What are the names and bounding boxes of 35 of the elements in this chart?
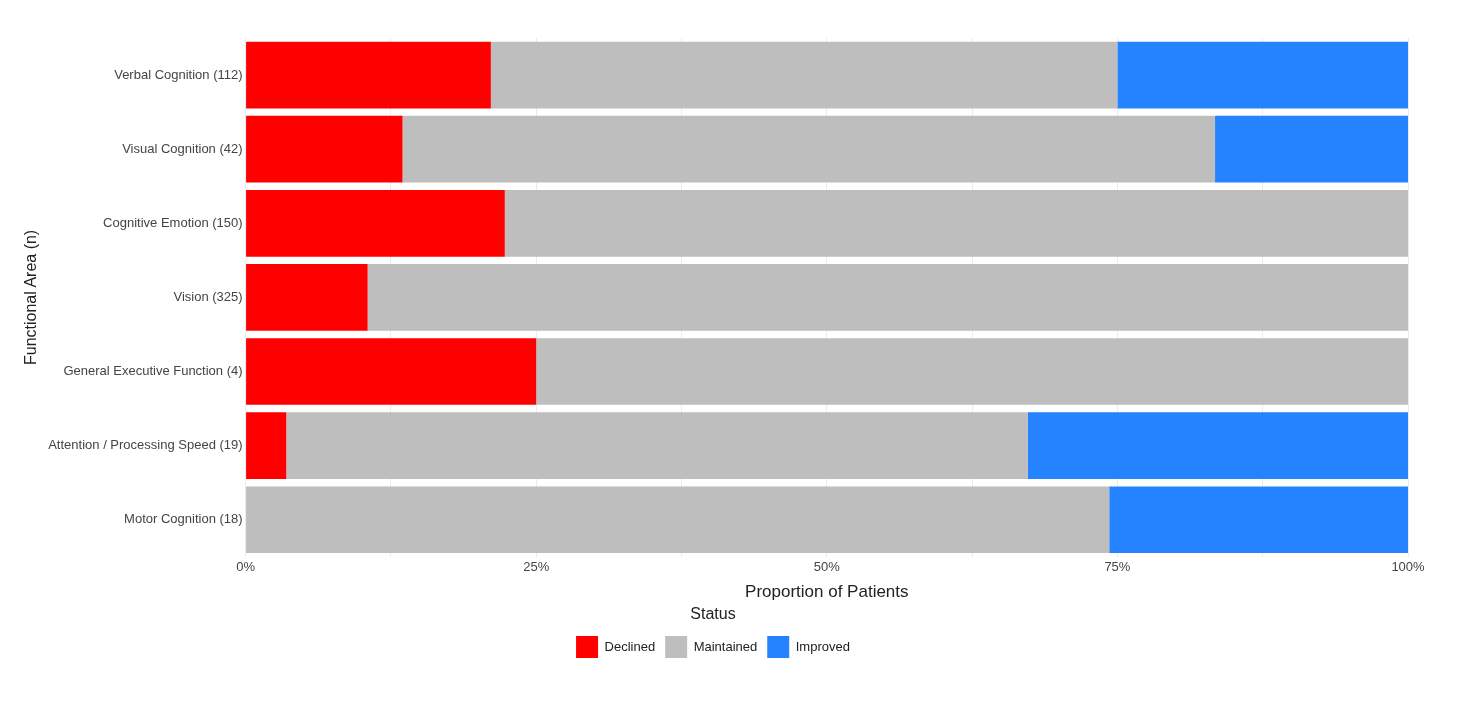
y-tick-label: Visual Cognition (42) xyxy=(122,140,243,156)
bar xyxy=(402,115,1216,183)
bar xyxy=(504,189,1408,257)
y-tick-label: Attention / Processing Speed (19) xyxy=(48,437,243,453)
y-tick-label: Vision (325) xyxy=(173,288,243,304)
bar xyxy=(286,412,1028,479)
bar xyxy=(1027,412,1408,479)
bar xyxy=(246,264,368,331)
x-axis-title: Proportion of Patients xyxy=(745,582,909,602)
bar xyxy=(536,338,1408,405)
bar xyxy=(246,412,287,479)
x-tick-label: 0% xyxy=(236,559,256,575)
x-tick-label: 75% xyxy=(1104,559,1131,575)
bar xyxy=(490,41,1118,109)
bar xyxy=(1117,41,1408,109)
bar xyxy=(246,486,1110,554)
bar xyxy=(246,338,537,405)
y-axis-title: Functional Area (n) xyxy=(22,229,40,365)
x-tick-label: 25% xyxy=(523,559,550,575)
x-tick-label: 100% xyxy=(1391,559,1426,575)
y-tick-label: Motor Cognition (18) xyxy=(124,511,243,527)
legend-label: Declined xyxy=(604,638,656,654)
bar xyxy=(1109,486,1408,554)
bar xyxy=(367,264,1408,331)
bar xyxy=(246,41,491,109)
bar xyxy=(1215,115,1408,183)
legend-label: Improved xyxy=(795,638,850,654)
legend-label: Maintained xyxy=(693,638,758,654)
bar xyxy=(246,189,505,257)
y-tick-label: General Executive Function (4) xyxy=(63,363,243,379)
legend-title: Status xyxy=(690,605,736,623)
x-tick-label: 50% xyxy=(813,559,841,575)
y-tick-label: Verbal Cognition (112) xyxy=(114,66,243,82)
bar xyxy=(246,115,403,183)
y-tick-label: Cognitive Emotion (150) xyxy=(103,214,243,230)
